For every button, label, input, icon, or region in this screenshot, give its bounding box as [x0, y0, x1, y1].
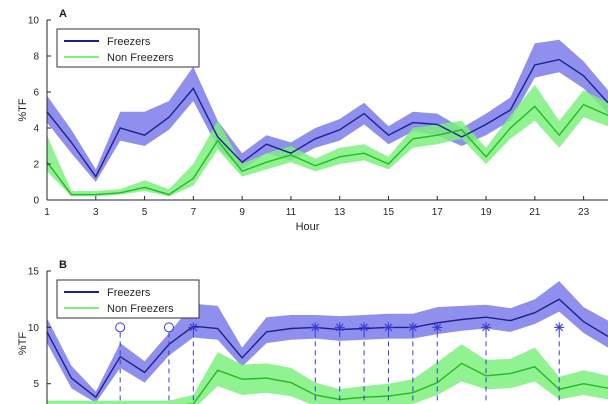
x-tick-label: 7 [191, 207, 197, 218]
legend-label: Non Freezers [107, 303, 174, 315]
series-line-non-freezers [46, 103, 608, 196]
y-tick-label: 2 [33, 160, 39, 171]
y-tick-label: 8 [33, 52, 39, 63]
y-axis-label: %TF [17, 98, 29, 122]
x-tick-label: 9 [239, 207, 245, 218]
significance-asterisk-marker [188, 322, 199, 333]
legend-label: Freezers [107, 287, 151, 299]
series-line-non-freezers [185, 362, 608, 404]
x-tick-label: 13 [334, 207, 346, 218]
legend-box [56, 279, 200, 319]
legend-label: Freezers [107, 36, 151, 48]
asterisk-stroke [408, 323, 417, 332]
y-tick-label: 6 [33, 88, 39, 99]
asterisk-stroke [360, 323, 368, 332]
significance-asterisk-marker [310, 322, 321, 333]
panel-label: B [59, 259, 67, 271]
y-tick-label: 10 [28, 16, 40, 27]
x-tick-label: 21 [529, 207, 541, 218]
legend: Freezers Non Freezers [56, 28, 200, 68]
band-non-freezers [47, 344, 608, 404]
significance-asterisk-marker [334, 322, 345, 333]
series-line-freezers [46, 58, 608, 178]
x-tick-label: 11 [286, 207, 297, 218]
asterisk-stroke [189, 323, 198, 332]
y-tick-label: 15 [28, 267, 40, 278]
y-axis-label: %TF [17, 332, 29, 356]
x-tick-label: 5 [142, 207, 148, 218]
significance-asterisk-marker [359, 322, 370, 333]
legend-box [56, 28, 200, 68]
x-tick-label: 19 [480, 207, 492, 218]
significance-asterisk-marker [432, 322, 443, 333]
panel-label: A [59, 8, 67, 20]
y-tick-label: 4 [33, 124, 39, 135]
asterisk-stroke [555, 323, 564, 332]
x-axis-label: Hour [296, 221, 320, 233]
x-tick-label: 23 [578, 207, 590, 218]
series-line-freezers [47, 298, 608, 399]
band-freezers [47, 39, 608, 182]
significance-asterisk-marker [383, 322, 394, 333]
asterisk-stroke [482, 323, 490, 332]
x-tick-label: 17 [432, 207, 444, 218]
panel-b: 5 10 15 %TF B Freezers Non Freezers [17, 259, 608, 404]
y-tick-label: 10 [28, 323, 40, 334]
significance-asterisk-marker [481, 322, 492, 333]
significance-circle-marker [163, 322, 174, 333]
asterisk-stroke [335, 323, 344, 332]
x-tick-label: 3 [93, 207, 99, 218]
significance-asterisk-marker [554, 322, 565, 333]
y-tick-label: 0 [33, 196, 39, 207]
asterisk-stroke [433, 323, 442, 332]
band-non-freezers [47, 84, 608, 197]
asterisk-stroke [311, 323, 320, 332]
plot-area [46, 39, 608, 197]
significance-circle-marker [115, 322, 126, 333]
y-tick-label: 5 [33, 379, 39, 390]
legend: Freezers Non Freezers [56, 279, 200, 319]
x-tick-label: 15 [383, 207, 395, 218]
asterisk-stroke [384, 323, 393, 332]
x-tick-label: 1 [44, 207, 50, 218]
legend-label: Non Freezers [107, 52, 174, 64]
significance-asterisk-marker [407, 322, 418, 333]
